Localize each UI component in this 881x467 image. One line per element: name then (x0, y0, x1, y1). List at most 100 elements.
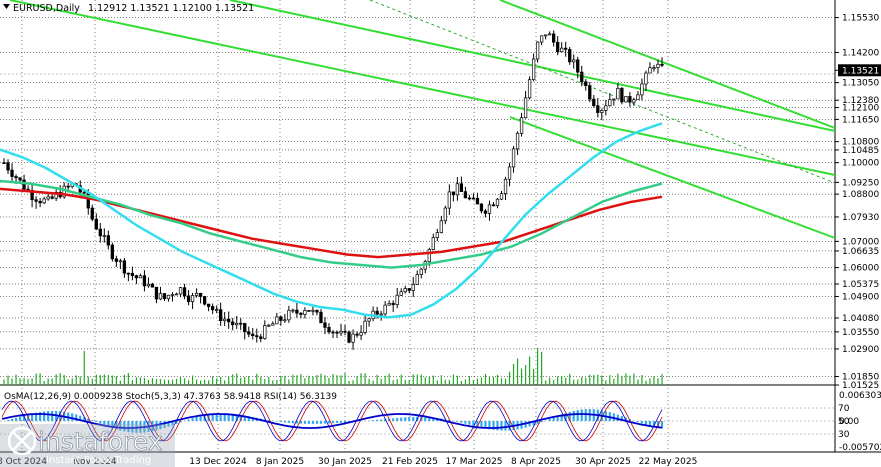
price-tick-label: 1.07930 (842, 213, 879, 223)
symbol-label: EURUSD,Daily (13, 3, 80, 14)
price-tick-label: 1.03550 (842, 328, 879, 338)
candle-body (399, 291, 403, 296)
candle-body (411, 284, 415, 291)
date-tick-label: 21 Feb 2025 (382, 457, 438, 467)
candle-body (295, 309, 299, 314)
candle-body (98, 228, 102, 237)
candle-body (90, 207, 94, 220)
candle-body (576, 59, 580, 73)
price-tick-label: 1.13521 (842, 66, 879, 76)
candle-body (439, 220, 443, 234)
date-tick-label: 8 Apr 2025 (511, 457, 561, 467)
ohlc-values: 1.12912 1.13521 1.12100 1.13521 (88, 3, 254, 14)
candle-body (407, 288, 411, 291)
indicator-tick-label: -0.005702 (839, 443, 881, 453)
price-tick-label: 1.01525 (842, 381, 879, 391)
indicator-tick-label: 0.006303 (839, 391, 881, 401)
candle-body (648, 67, 652, 74)
candle-body (243, 323, 247, 333)
candle-body (608, 99, 612, 107)
indicator-tick-label: 0.00 (839, 417, 859, 427)
candle-body (170, 294, 175, 296)
candle-body (636, 94, 640, 101)
candle-body (515, 132, 520, 150)
candle-body (102, 235, 106, 237)
candle-body (367, 318, 371, 322)
candle-body (154, 286, 159, 300)
candle-body (214, 309, 219, 312)
candle-body (535, 41, 540, 60)
date-tick-label: 13 Dec 2024 (189, 457, 247, 467)
candle-body (299, 312, 303, 315)
price-tick-label: 1.10485 (842, 146, 879, 156)
price-tick-label: 1.04900 (842, 292, 879, 302)
candle-body (331, 331, 335, 334)
candle-body (118, 260, 123, 263)
candle-body (652, 67, 656, 69)
candle-body (379, 313, 383, 316)
candle-body (467, 197, 472, 200)
candle-body (644, 72, 648, 85)
candle-body (190, 295, 195, 303)
candle-body (588, 85, 592, 100)
candle-body (134, 275, 139, 279)
indicator-header: OsMA(12,26,9) 0.0009238 Stoch(5,3,3) 47.… (4, 392, 337, 402)
price-tick-label: 1.06635 (842, 247, 879, 257)
candle-body (495, 198, 500, 207)
candle-body (315, 309, 319, 313)
candle-body (531, 58, 536, 81)
candle-body (6, 162, 10, 171)
candle-body (182, 287, 187, 297)
price-axis: 1.15530 1.14200 1.13521 1.13050 1.123801.121… (835, 14, 881, 391)
instaforex-watermark: instaforex Instant Forex Trading (0, 424, 175, 467)
stoch-main-line (1, 400, 663, 442)
candle-body (166, 294, 171, 300)
candle-body (572, 59, 576, 63)
candle-body (291, 309, 295, 312)
candle-body (383, 304, 387, 315)
candle-body (146, 283, 151, 287)
candle-body (604, 105, 608, 111)
candle-body (552, 33, 556, 43)
candle-body (548, 33, 552, 36)
price-tick-label: 1.06000 (842, 264, 879, 274)
candle-body (10, 169, 14, 177)
candle-body (323, 322, 327, 328)
candle-body (339, 330, 343, 334)
current-price-box (838, 64, 881, 77)
candle-body (543, 34, 548, 37)
rsi-line (1, 413, 663, 429)
candle-body (259, 336, 263, 339)
candle-body (150, 283, 155, 288)
date-tick-label: 8 Oct 2024 (0, 457, 47, 467)
candle-body (503, 178, 508, 194)
candle-body (616, 87, 620, 100)
candle-body (564, 47, 568, 50)
candle-body (483, 210, 488, 214)
candle-body (227, 318, 231, 323)
ma-mid-line (0, 179, 663, 269)
candle-body (359, 332, 363, 336)
candle-body (231, 321, 235, 326)
candle-body (556, 41, 560, 53)
candle-body (355, 333, 359, 336)
candle-body (584, 81, 588, 86)
date-tick-label: Nov 2024 (73, 457, 117, 467)
candle-body (287, 310, 291, 321)
ma-slow-line (0, 187, 663, 259)
candle-body (527, 79, 532, 99)
candle-body (46, 196, 50, 200)
candle-body (395, 294, 399, 306)
candle-body (263, 325, 267, 339)
candle-body (363, 320, 367, 333)
candle-body (307, 310, 311, 312)
candle-body (283, 319, 287, 322)
channel-middle-line (9, 0, 836, 176)
candle-body (158, 293, 163, 300)
candle-body (114, 258, 118, 262)
candle-body (271, 323, 275, 326)
date-tick-label: 30 Jan 2025 (318, 457, 372, 467)
candle-body (463, 191, 468, 199)
indicator-level-label: 70 (838, 404, 850, 414)
